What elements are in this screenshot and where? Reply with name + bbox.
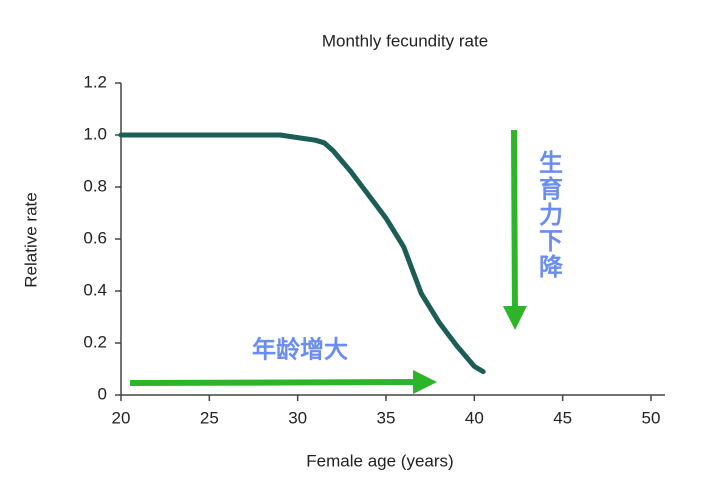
- annotation: 生育力下降: [535, 150, 563, 280]
- y-tick-label: 0: [98, 384, 107, 403]
- annotation: 年龄增大: [252, 335, 348, 363]
- y-tick-label: 1.2: [83, 72, 107, 91]
- y-tick-label: 0.8: [83, 176, 107, 195]
- y-axis-label: Relative rate: [21, 192, 40, 287]
- y-tick-label: 0.4: [83, 280, 107, 299]
- x-tick-label: 40: [465, 408, 484, 427]
- x-tick-label: 35: [377, 408, 396, 427]
- x-tick-label: 50: [642, 408, 661, 427]
- y-tick-label: 1.0: [83, 124, 107, 143]
- x-tick-label: 20: [112, 408, 131, 427]
- arrow: [502, 129, 527, 330]
- y-tick-label: 0.6: [83, 228, 107, 247]
- x-tick-label: 30: [288, 408, 307, 427]
- x-tick-label: 25: [200, 408, 219, 427]
- arrow: [129, 370, 437, 395]
- y-tick-label: 0.2: [83, 332, 107, 351]
- x-axis-label: Female age (years): [306, 451, 453, 470]
- line: [118, 132, 486, 375]
- chart-title: Monthly fecundity rate: [322, 31, 488, 50]
- x-tick-label: 45: [553, 408, 572, 427]
